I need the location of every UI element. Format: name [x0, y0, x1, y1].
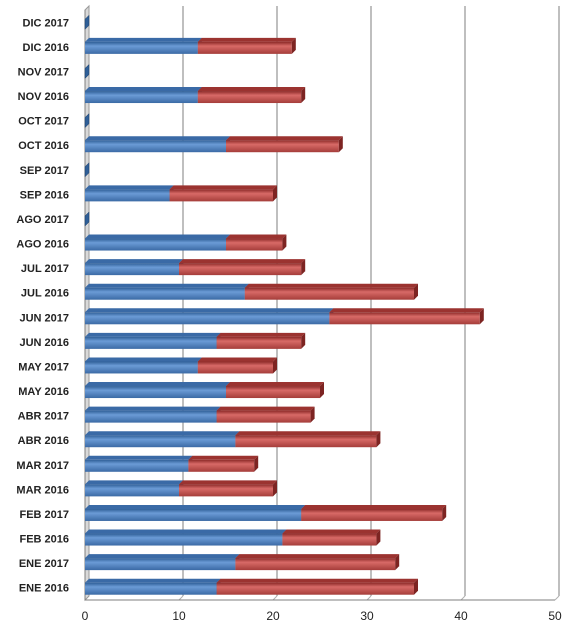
category-label: DIC 2016 [23, 42, 69, 54]
bar-series2-jun-2017 [329, 308, 484, 325]
category-label: JUN 2016 [19, 337, 69, 349]
bar-series1-oct-2016 [85, 136, 230, 153]
bar-sep-2017 [84, 162, 90, 178]
category-label: JUN 2017 [19, 312, 69, 324]
x-tick-label: 40 [454, 609, 468, 622]
bar-oct-2017 [84, 113, 90, 129]
bar-series1-feb-2017 [85, 504, 306, 521]
bar-series1-abr-2016 [85, 431, 240, 448]
category-label: NOV 2017 [18, 66, 69, 78]
bar-series1-may-2017 [85, 357, 202, 374]
category-label: SEP 2016 [20, 189, 69, 201]
bar-series1-jul-2016 [85, 283, 249, 300]
bar-series2-nov-2016 [197, 87, 306, 104]
x-tick-label: 20 [266, 609, 280, 622]
x-tick-label: 0 [82, 609, 89, 622]
bar-series2-ene-2016 [216, 578, 418, 595]
bar-series2-abr-2017 [216, 406, 315, 423]
bar-series2-ago-2016 [226, 234, 287, 251]
category-label: ABR 2016 [18, 435, 69, 447]
bar-series1-abr-2017 [85, 406, 221, 423]
category-label: NOV 2016 [18, 91, 69, 103]
bar-series1-sep-2016 [85, 185, 174, 202]
bar-series1-feb-2016 [85, 529, 287, 546]
bar-series2-jul-2016 [244, 283, 418, 300]
gridline-floor-40 [460, 595, 466, 601]
bar-series1-mar-2016 [85, 480, 183, 497]
bar-series2-ene-2017 [235, 554, 400, 571]
x-tick-label: 10 [172, 609, 186, 622]
category-label: DIC 2017 [23, 17, 69, 29]
category-labels: ENE 2016 ENE 2017 FEB 2016 FEB 2017 MAR 2016… [16, 17, 69, 594]
bar-nov-2017 [84, 63, 90, 80]
bar-series1-jun-2016 [85, 332, 221, 349]
bar-series2-dic-2016 [197, 37, 296, 54]
category-label: ENE 2016 [19, 583, 69, 595]
category-label: ENE 2017 [19, 558, 69, 570]
bar-ago-2017 [84, 211, 90, 227]
bar-series1-mar-2017 [85, 455, 193, 472]
bar-series2-mar-2016 [179, 480, 277, 497]
bar-series1-dic-2016 [85, 37, 202, 54]
category-label: MAY 2017 [18, 361, 69, 373]
category-label: FEB 2016 [19, 534, 69, 546]
gridline-floor-20 [272, 595, 278, 601]
category-label: JUL 2017 [21, 263, 69, 275]
category-label: MAY 2016 [18, 386, 69, 398]
bar-series1-ago-2016 [85, 234, 230, 251]
category-label: MAR 2016 [16, 484, 69, 496]
x-tick-labels: 0 10 20 30 40 50 [82, 609, 562, 622]
gridline-floor-10 [178, 595, 184, 601]
bar-series1-jul-2017 [85, 259, 183, 276]
bar-series2-may-2016 [226, 382, 324, 399]
grid-lines [178, 6, 560, 601]
category-label: ABR 2017 [18, 411, 69, 423]
bar-series2-may-2017 [197, 357, 277, 374]
bar-dic-2017 [84, 14, 90, 30]
bar-series2-mar-2017 [188, 455, 259, 472]
bar-series1-nov-2016 [85, 87, 202, 104]
category-label: SEP 2017 [20, 165, 69, 177]
bar-series2-sep-2016 [169, 185, 277, 202]
category-label: AGO 2016 [16, 239, 69, 251]
axes [84, 4, 555, 602]
bar-series1-jun-2017 [85, 308, 334, 325]
bar-series1-may-2016 [85, 382, 230, 399]
bar-series2-jul-2017 [179, 259, 306, 276]
category-label: AGO 2017 [16, 214, 69, 226]
bar-series1-ene-2016 [85, 578, 221, 595]
gridline-floor-30 [366, 595, 372, 601]
bars [84, 14, 484, 595]
category-label: JUL 2016 [21, 288, 69, 300]
category-label: OCT 2016 [18, 140, 69, 152]
bar-series2-oct-2016 [226, 136, 343, 153]
bar-series2-abr-2016 [235, 431, 381, 448]
bar-series2-jun-2016 [216, 332, 306, 349]
category-label: FEB 2017 [19, 509, 69, 521]
x-tick-label: 50 [548, 609, 562, 622]
gridline-floor-50 [554, 595, 560, 601]
bar-series1-ene-2017 [85, 554, 240, 571]
bar-series2-feb-2017 [301, 504, 447, 521]
x-tick-label: 30 [360, 609, 374, 622]
bar-series2-feb-2016 [282, 529, 381, 546]
category-label: OCT 2017 [18, 116, 69, 128]
category-label: MAR 2017 [16, 460, 69, 472]
